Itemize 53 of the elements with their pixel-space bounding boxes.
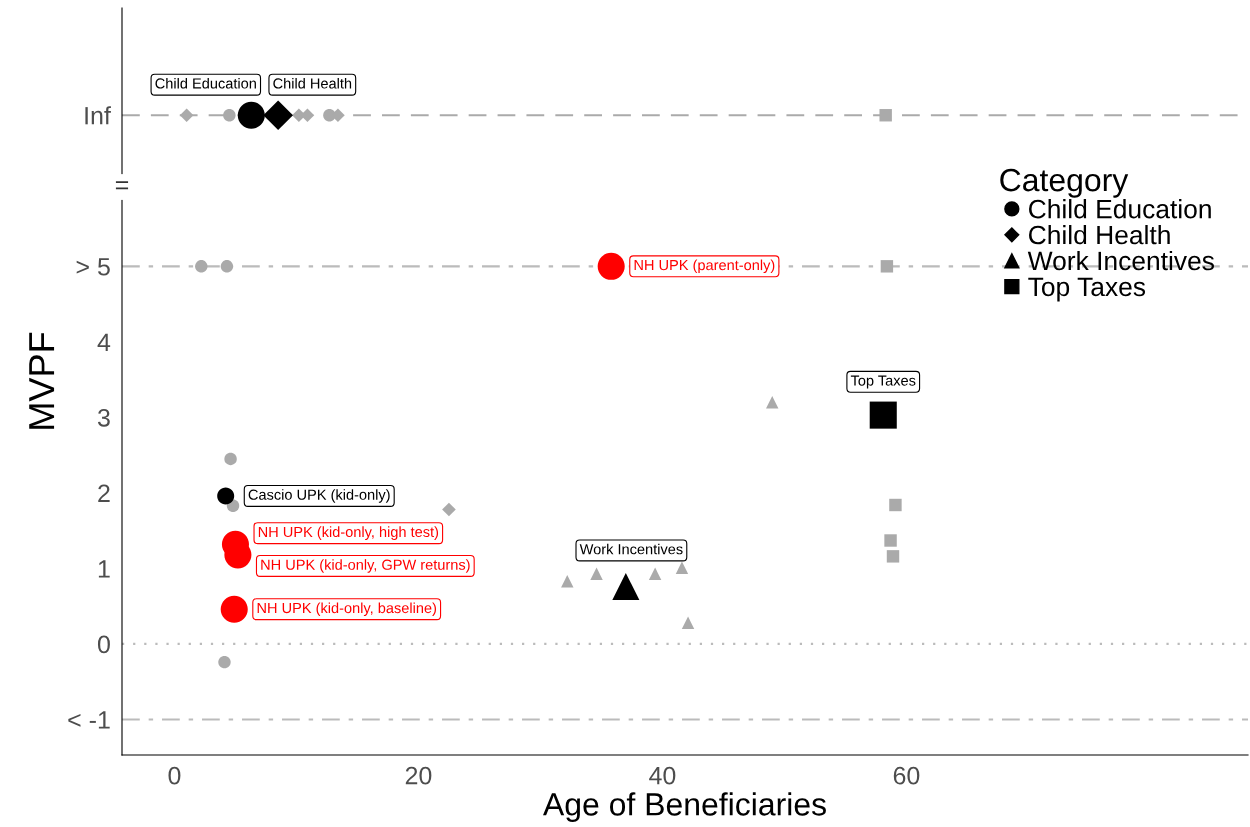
legend-label: Work Incentives <box>1027 250 1214 271</box>
y-tick-label: < -1 <box>68 711 110 729</box>
point <box>179 108 194 123</box>
point <box>217 487 235 505</box>
point <box>879 109 892 122</box>
point <box>218 655 231 669</box>
point <box>223 109 236 122</box>
point <box>612 573 640 601</box>
y-tick-label: 4 <box>97 333 111 351</box>
point <box>263 100 293 131</box>
x-axis-title: Age of Beneficiaries <box>543 792 826 822</box>
x-tick-label: 20 <box>405 766 432 785</box>
y-tick-label: 1 <box>98 560 110 578</box>
legend-label: Top Taxes <box>1028 277 1146 302</box>
point <box>195 260 208 273</box>
annotation: = <box>115 181 129 190</box>
point <box>224 452 237 466</box>
point <box>766 396 779 409</box>
point <box>237 101 265 129</box>
point <box>220 260 234 273</box>
annotation: NH UPK (kid-only, GPW returns) <box>261 559 470 573</box>
y-axis-title: MVPF <box>29 332 55 429</box>
point <box>590 567 603 580</box>
point <box>884 534 897 547</box>
legend-label: Child Health <box>1029 224 1170 245</box>
x-tick-label: 60 <box>893 766 920 785</box>
y-tick-label: 3 <box>97 408 110 427</box>
y-tick-label: > 5 <box>76 258 110 276</box>
annotation: Child Education <box>155 77 256 89</box>
y-tick-label: 2 <box>98 484 110 502</box>
legend-title: Category <box>1000 168 1129 198</box>
point <box>880 260 894 273</box>
point <box>597 252 625 280</box>
annotation: NH UPK (kid-only, high test) <box>258 526 439 540</box>
annotation: Cascio UPK (kid-only) <box>248 489 390 503</box>
legend-label: Child Education <box>1029 199 1211 219</box>
annotation: Work Incentives <box>579 543 683 555</box>
point <box>869 401 897 429</box>
annotation: NH UPK (kid-only, baseline) <box>257 602 437 617</box>
point <box>889 498 902 512</box>
x-tick-label: 0 <box>168 766 181 785</box>
point <box>886 550 900 563</box>
point <box>442 502 456 517</box>
annotation: Child Health <box>273 77 352 89</box>
x-tick-label: 40 <box>649 766 676 785</box>
point <box>675 561 689 574</box>
y-tick-label: Inf <box>85 106 111 125</box>
y-tick-label: 0 <box>97 635 110 654</box>
annotation: NH UPK (parent-only) <box>634 259 775 274</box>
point <box>648 567 662 580</box>
annotation: Top Taxes <box>850 375 916 389</box>
point <box>220 595 248 623</box>
point <box>681 616 695 630</box>
